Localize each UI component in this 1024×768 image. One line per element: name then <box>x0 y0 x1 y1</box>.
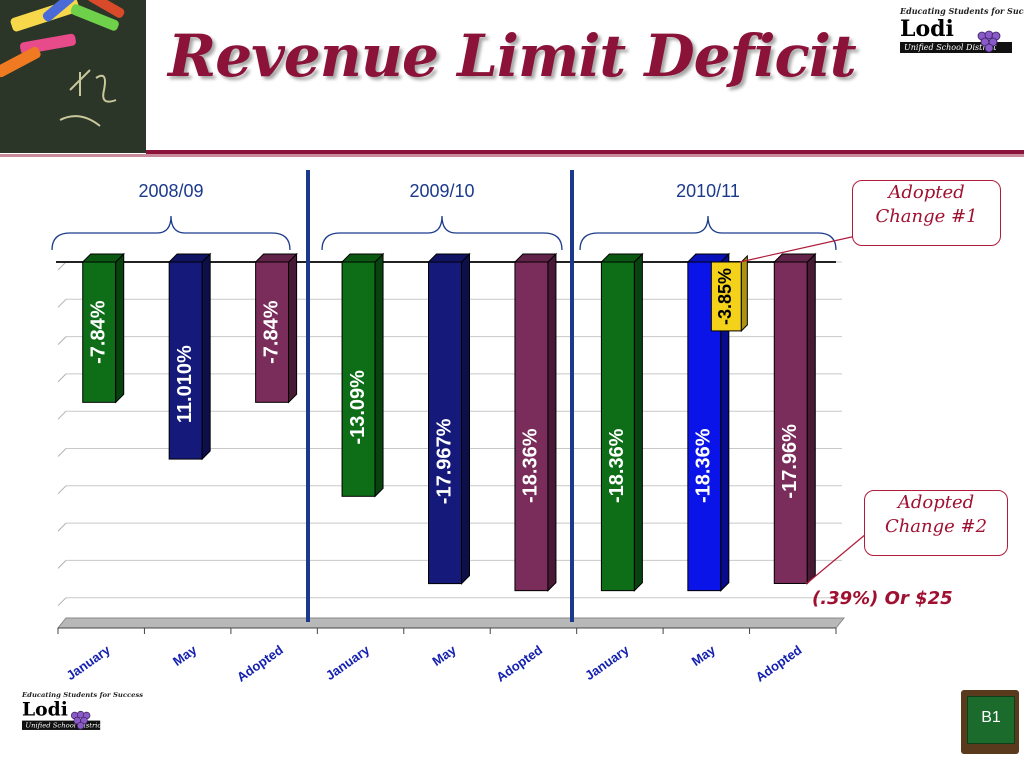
bar-top <box>81 253 125 263</box>
grapes-icon <box>977 30 1001 53</box>
logo-district: Unified School District <box>22 720 104 730</box>
bar-value-label: -18.36% <box>520 428 542 503</box>
gridline-depth <box>57 410 67 420</box>
gridline-depth <box>57 261 67 271</box>
x-tick-label: January <box>63 642 113 683</box>
bar-segment-side <box>740 254 748 333</box>
group-label: 2009/10 <box>409 181 474 201</box>
x-tick-label: Adopted <box>753 642 805 685</box>
bar-side <box>288 252 298 404</box>
x-tick-label: Adopted <box>234 642 286 685</box>
x-tick-label: May <box>429 642 459 669</box>
bar <box>341 261 376 497</box>
callout-line: Change #1 <box>875 206 978 227</box>
slide-badge: B1 <box>961 690 1019 754</box>
gridline-depth <box>57 448 67 457</box>
title-rule <box>146 150 1024 154</box>
bar-value-label: -17.96% <box>779 424 801 499</box>
bar-segment <box>710 261 742 332</box>
district-logo: Educating Students for Success Lodi Unif… <box>900 6 1024 53</box>
slide-badge-label: B1 <box>967 696 1015 744</box>
x-tick-label: May <box>689 642 719 669</box>
group-brace <box>51 215 291 251</box>
callout-line: Adopted <box>897 492 975 513</box>
logo-tagline: Educating Students for Success <box>900 6 1024 16</box>
callout-line: Adopted <box>888 182 965 203</box>
bar-side <box>806 252 816 585</box>
bar-top <box>686 253 731 263</box>
grapes-icon <box>70 710 91 730</box>
bar-top <box>254 253 298 263</box>
logo-tagline: Educating Students for Success <box>22 690 144 699</box>
page-title: Revenue Limit Deficit <box>168 22 857 90</box>
bar-top <box>600 253 644 263</box>
footnote: (.39%) Or $25 <box>812 588 953 609</box>
bar-value-label: -7.84% <box>260 300 282 364</box>
bar-top <box>340 253 385 263</box>
bar-value-label: -18.36% <box>693 428 715 503</box>
gridline-depth <box>57 597 67 607</box>
gridline-depth <box>57 485 67 495</box>
logo-district: Unified School District <box>900 42 1012 53</box>
district-logo-bottom: Educating Students for Success Lodi Unif… <box>22 690 144 730</box>
group-brace <box>579 215 837 251</box>
x-tick-label: January <box>582 642 632 683</box>
callout-adopted-change-1: Adopted Change #1 <box>852 180 1001 246</box>
bar-side <box>633 252 643 592</box>
bar-top <box>167 253 212 263</box>
gridline-depth <box>57 336 67 345</box>
callout-pointer <box>805 533 867 585</box>
title-rule-shadow <box>0 154 1024 157</box>
group-label: 2008/09 <box>138 181 203 201</box>
callout-pointer <box>739 235 857 263</box>
gridline-depth <box>57 560 67 569</box>
bar <box>600 261 635 592</box>
gridline-depth <box>57 298 67 308</box>
group-label: 2010/11 <box>676 181 740 201</box>
logo-name: Lodi <box>900 16 954 42</box>
x-tick-label: January <box>323 642 373 683</box>
bar-side <box>461 252 470 585</box>
group-brace <box>321 215 563 251</box>
bar-value-label: -17.967% <box>433 418 455 504</box>
bar-value-label: -18.36% <box>606 428 628 503</box>
chart-floor <box>56 617 846 629</box>
bar-side <box>374 252 384 498</box>
bar-side <box>201 252 211 461</box>
bar <box>773 261 808 584</box>
chalkboard-image <box>0 0 146 153</box>
bar <box>82 261 117 403</box>
bar-value-label: 11.010% <box>174 345 196 423</box>
callout-adopted-change-2: Adopted Change #2 <box>864 490 1008 556</box>
bar-side <box>547 252 557 592</box>
bar <box>514 261 549 592</box>
x-tick-label: Adopted <box>493 642 545 685</box>
gridline-depth <box>57 373 67 383</box>
bar-segment-label: -3.85% <box>715 268 735 325</box>
bar-top <box>427 253 471 263</box>
bar-value-label: -7.84% <box>88 300 110 364</box>
callout-line: Change #2 <box>884 516 988 537</box>
bar-top <box>773 253 817 263</box>
bar-top <box>513 253 558 263</box>
gridline-depth <box>57 522 67 532</box>
bar-value-label: -13.09% <box>347 370 369 445</box>
x-tick-label: May <box>170 642 200 669</box>
bar-side <box>115 252 125 404</box>
logo-name: Lodi <box>22 698 68 721</box>
chalk-pieces-icon <box>0 0 146 153</box>
